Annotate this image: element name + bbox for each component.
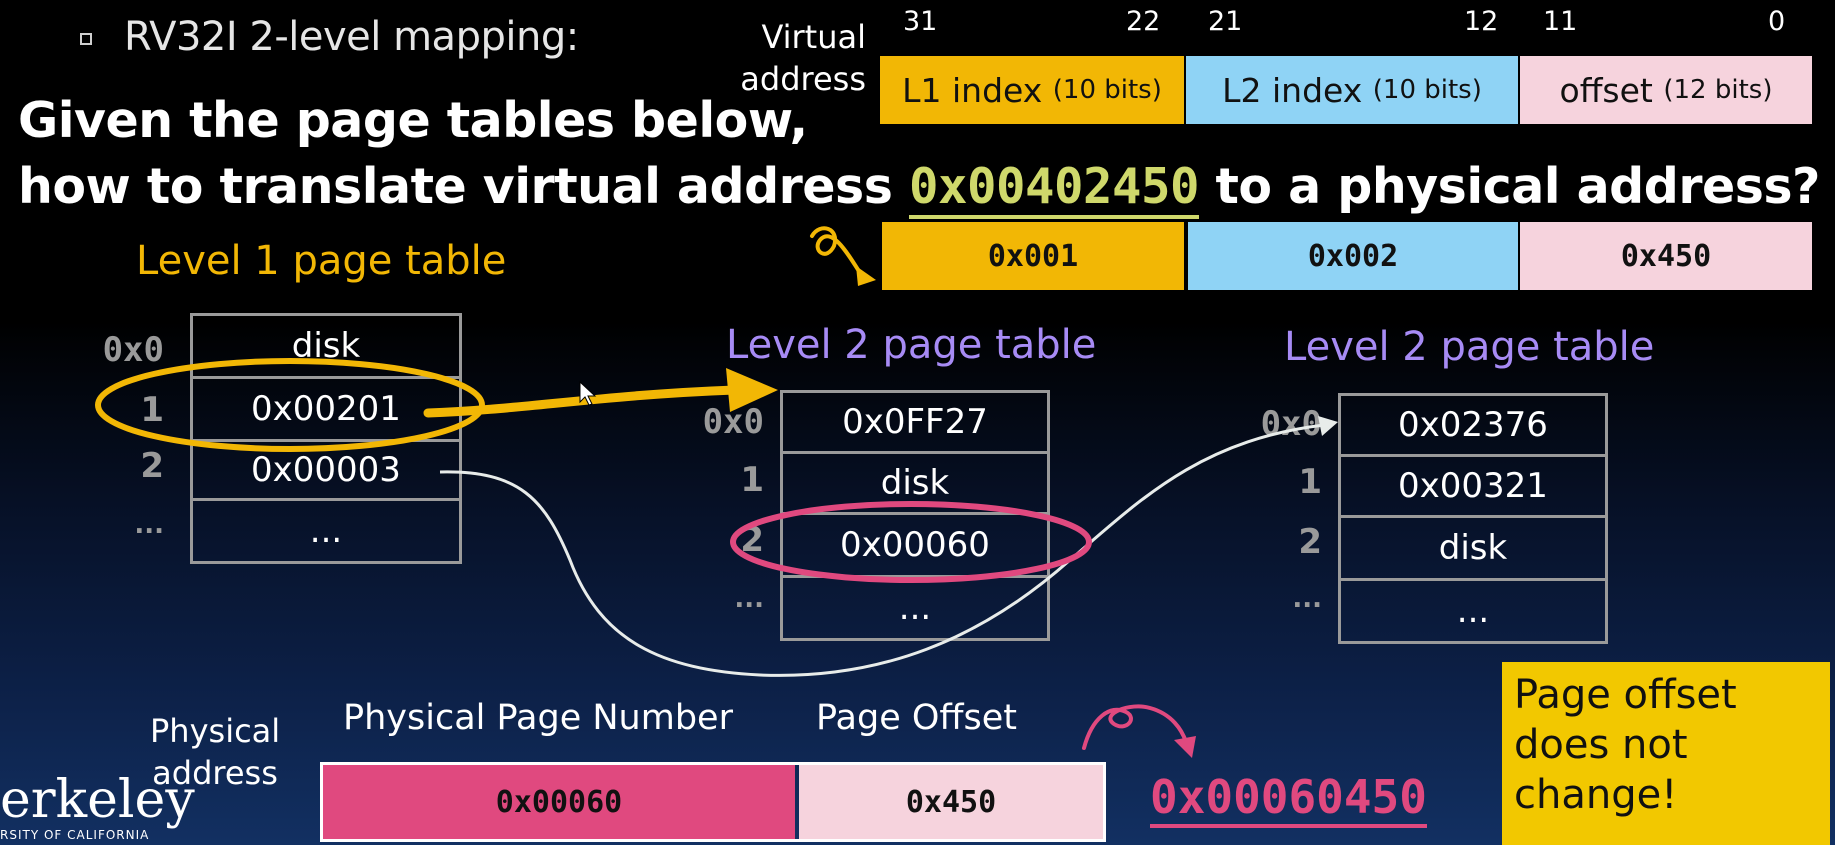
l2b-arrowhead (1318, 416, 1338, 436)
physical-label-line2: address (152, 754, 278, 792)
result-squiggle-icon (1082, 704, 1188, 750)
berkeley-logo: erkeley (0, 770, 195, 830)
l2a-entry-1: disk (783, 454, 1047, 515)
level2b-page-table: 0x02376 0x00321 disk ... (1338, 393, 1608, 644)
level2a-title: Level 2 page table (726, 322, 1097, 368)
l1-entry-2: 0x00003 (193, 442, 459, 501)
l1-index-size: (10 bits) (1052, 75, 1162, 105)
l1-index-2: 2 (140, 446, 164, 486)
bit-0: 0 (1768, 6, 1786, 37)
physical-address-label: Physical address (150, 710, 280, 794)
question-text-after: to a physical address? (1198, 158, 1821, 215)
page-offset-header: Page Offset (816, 698, 1018, 738)
question-text-before: how to translate virtual address (18, 158, 909, 215)
result-squiggle-arrowhead (1174, 736, 1196, 758)
l2b-index-ellipsis: ... (1292, 584, 1322, 614)
virtual-label-line2: address (740, 60, 866, 98)
l2a-entry-2: 0x00060 (783, 515, 1047, 578)
virtual-label-line1: Virtual (761, 18, 866, 56)
level1-page-table: disk 0x00201 0x00003 ... (190, 313, 462, 564)
l1-entry-ellipsis: ... (309, 511, 343, 551)
translate-squiggle-arrowhead (856, 266, 876, 286)
note-line1: Page offset (1514, 672, 1737, 718)
l1-to-l2-arrowhead (726, 368, 778, 412)
offset-note-box: Page offset does not change! (1502, 662, 1830, 845)
bullet-marker (80, 33, 92, 45)
l1-to-l2-arrow (423, 385, 740, 418)
l2b-entry-0: 0x02376 (1341, 396, 1605, 457)
bit-21: 21 (1208, 6, 1243, 37)
ppn-header: Physical Page Number (343, 698, 733, 738)
virtual-address-value: 0x00402450 (908, 158, 1199, 219)
l2b-entry-ellipsis: ... (1456, 591, 1490, 631)
l2-index-field: L2 index (10 bits) (1186, 56, 1518, 124)
l1-index-0: 0x0 (102, 330, 164, 370)
level1-title: Level 1 page table (136, 238, 507, 284)
note-line3: change! (1514, 772, 1678, 818)
l2b-entry-1: 0x00321 (1341, 457, 1605, 518)
l1-entry2-to-l2b-curve (439, 423, 1325, 677)
offset-value: 0x450 (1520, 222, 1812, 290)
bit-11: 11 (1543, 6, 1578, 37)
bit-12: 12 (1464, 6, 1499, 37)
l2a-highlight-circle (730, 501, 1092, 583)
l2-index-size: (10 bits) (1372, 75, 1482, 105)
l1-entry-1: 0x00201 (193, 379, 459, 442)
l2-index-value: 0x002 (1188, 222, 1518, 290)
mouse-cursor-icon (579, 380, 597, 406)
bullet-text: RV32I 2-level mapping: (124, 14, 579, 60)
l1-index-value: 0x001 (882, 222, 1184, 290)
offset-size: (12 bits) (1663, 75, 1773, 105)
physical-address-result: 0x00060450 (1150, 770, 1427, 828)
l2a-entry-ellipsis: ... (898, 588, 932, 628)
l2a-index-1: 1 (740, 460, 764, 500)
question-line-1: Given the page tables below, (18, 92, 808, 149)
physical-address-box: 0x00060 0x450 (320, 762, 1106, 842)
l1-highlight-circle (95, 358, 485, 452)
bit-31: 31 (903, 6, 938, 37)
offset-name: offset (1559, 70, 1653, 110)
question-line-2: how to translate virtual address 0x00402… (18, 158, 1821, 219)
l1-index-field: L1 index (10 bits) (880, 56, 1184, 124)
l2b-index-2: 2 (1298, 522, 1322, 562)
l1-index-ellipsis: ... (134, 510, 164, 540)
page-offset-value: 0x450 (799, 765, 1103, 839)
l2-index-name: L2 index (1222, 70, 1363, 110)
l2b-index-0: 0x0 (1260, 404, 1322, 444)
note-line2: does not (1514, 722, 1688, 768)
ppn-value: 0x00060 (323, 765, 795, 839)
l1-index-name: L1 index (902, 70, 1043, 110)
l2a-index-ellipsis: ... (734, 584, 764, 614)
l1-index-1: 1 (140, 390, 164, 430)
berkeley-logo-sub: RSITY OF CALIFORNIA (0, 828, 150, 842)
offset-field: offset (12 bits) (1520, 56, 1812, 124)
l2a-entry-0: 0x0FF27 (783, 393, 1047, 454)
physical-label-line1: Physical (150, 712, 281, 750)
l2b-index-1: 1 (1298, 462, 1322, 502)
bit-22: 22 (1126, 6, 1161, 37)
translate-squiggle-icon (810, 226, 864, 278)
l2b-entry-2: disk (1341, 518, 1605, 581)
level2b-title: Level 2 page table (1284, 324, 1655, 370)
